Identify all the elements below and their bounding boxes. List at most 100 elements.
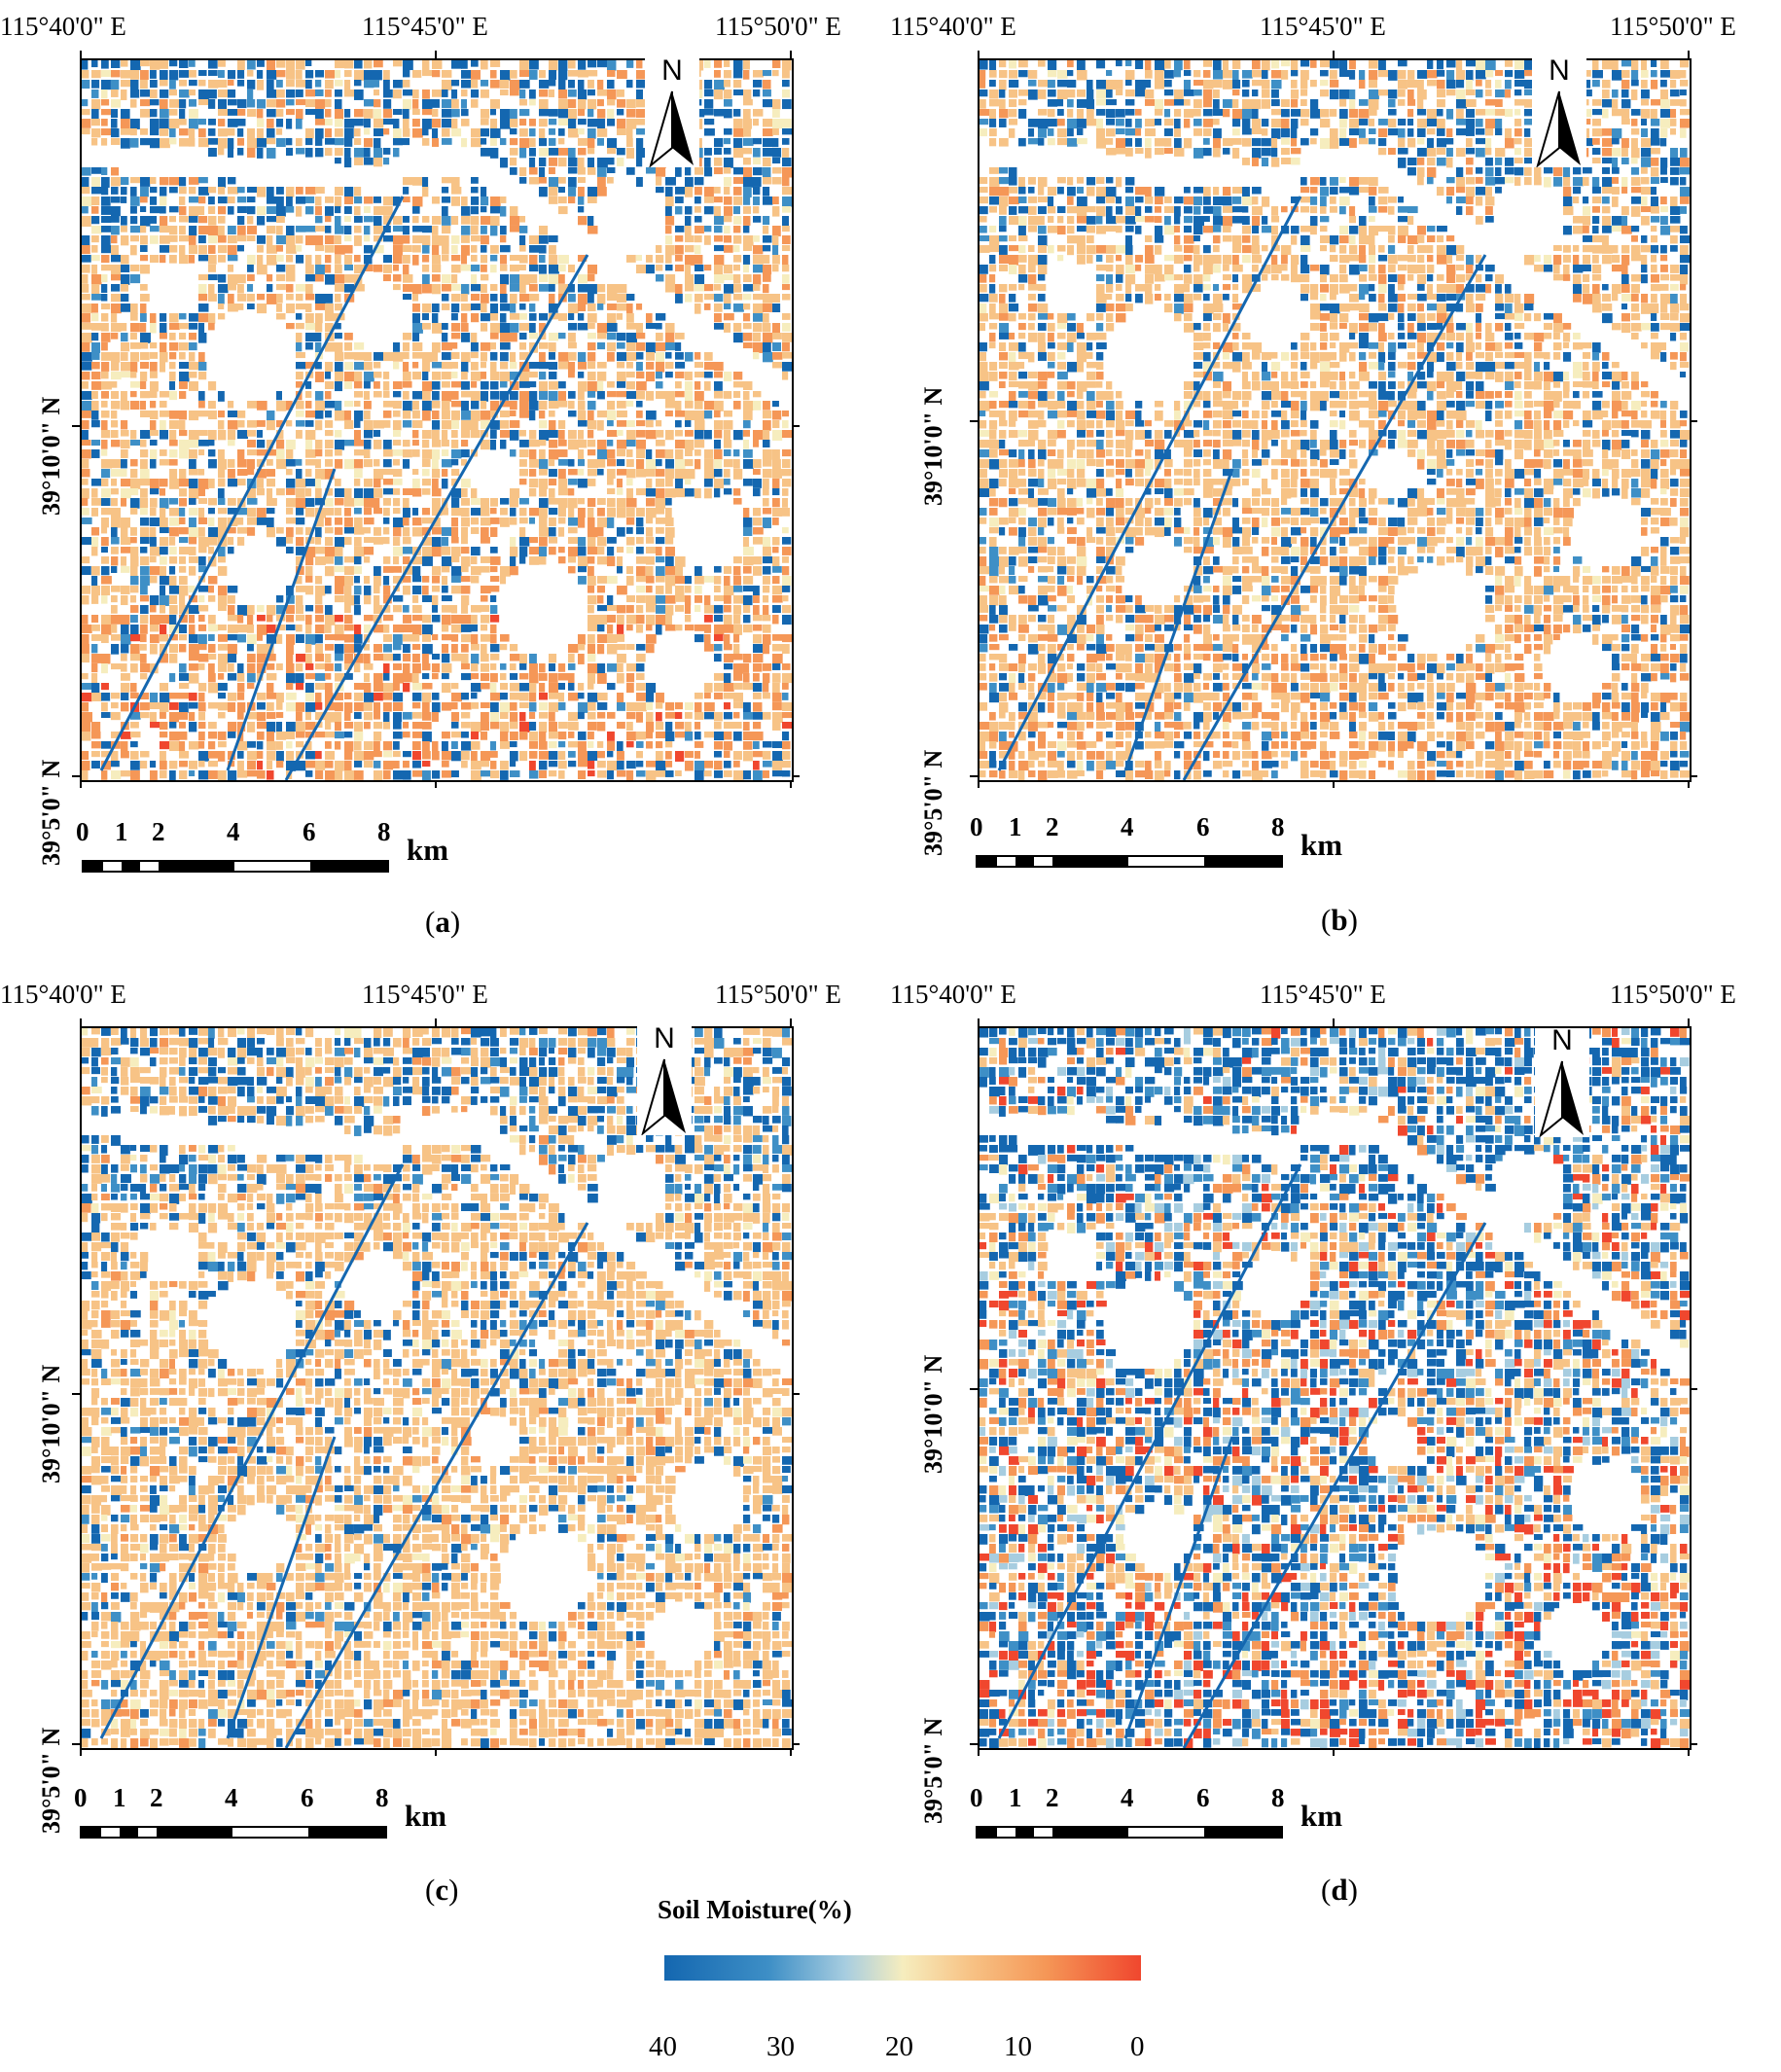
raster-cell (782, 712, 792, 719)
raster-cell (315, 479, 322, 489)
raster-cell (325, 469, 335, 480)
raster-cell (568, 751, 576, 758)
raster-cell (451, 342, 458, 349)
raster-cell (558, 128, 565, 136)
raster-cell (91, 167, 102, 174)
raster-cell (588, 196, 597, 203)
raster-cell (412, 469, 419, 476)
raster-cell (344, 265, 354, 271)
raster-cell (481, 722, 489, 732)
raster-cell (782, 411, 790, 417)
raster-cell (403, 498, 410, 509)
raster-cell (91, 80, 100, 89)
raster-cell (1514, 148, 1521, 156)
raster-cell (665, 751, 672, 760)
raster-cell (1232, 60, 1241, 69)
raster-cell (140, 663, 151, 673)
raster-cell (442, 654, 450, 663)
raster-cell (646, 693, 655, 702)
raster-cell (296, 333, 303, 342)
raster-cell (228, 654, 237, 663)
raster-cell (325, 245, 335, 253)
raster-cell (198, 527, 205, 537)
raster-cell (198, 177, 208, 184)
raster-cell (724, 274, 734, 281)
north-arrow: N (645, 54, 699, 168)
raster-cell (539, 372, 547, 380)
raster-cell (471, 770, 481, 780)
raster-cell (617, 430, 623, 437)
raster-cell (743, 265, 750, 273)
raster-cell (121, 70, 131, 79)
raster-cell (140, 527, 150, 538)
raster-cell (597, 547, 605, 555)
raster-cell (422, 187, 429, 197)
raster-cell (140, 508, 148, 516)
raster-cell (237, 109, 246, 116)
raster-cell (636, 615, 645, 625)
raster-cell (588, 673, 596, 684)
raster-cell (91, 625, 100, 631)
raster-cell (675, 770, 682, 777)
raster-cell (198, 440, 209, 447)
raster-cell (510, 430, 519, 441)
raster-cell (1213, 99, 1220, 109)
raster-cell (772, 138, 779, 148)
raster-cell (490, 722, 500, 730)
raster-cell (568, 566, 576, 574)
raster-cell (344, 362, 354, 371)
raster-cell (237, 284, 244, 294)
raster-cell (91, 60, 98, 68)
raster-cell (160, 693, 170, 703)
raster-cell (403, 391, 410, 400)
raster-cell (208, 479, 215, 488)
raster-cell (1524, 158, 1535, 164)
raster-cell (383, 498, 391, 506)
raster-cell (529, 148, 536, 157)
raster-cell (1388, 89, 1398, 99)
raster-cell (549, 294, 555, 304)
raster-cell (267, 60, 276, 71)
raster-cell (1339, 60, 1348, 71)
raster-cell (1476, 70, 1486, 80)
raster-cell (685, 206, 693, 215)
raster-cell (228, 284, 237, 291)
raster-cell (383, 615, 394, 622)
raster-cell (588, 401, 596, 411)
raster-cell (374, 712, 380, 720)
raster-cell (1077, 89, 1086, 97)
raster-cell (374, 654, 384, 661)
raster-cell (1456, 167, 1464, 178)
raster-cell (111, 187, 119, 195)
raster-cell (1544, 177, 1551, 188)
raster-cell (179, 362, 190, 370)
raster-cell (432, 411, 440, 420)
raster-cell (646, 498, 656, 507)
raster-cell (451, 498, 460, 508)
raster-cell (344, 488, 352, 499)
raster-cell (519, 323, 530, 331)
raster-cell (383, 352, 394, 362)
raster-cell (218, 595, 228, 606)
raster-cell (1300, 60, 1310, 67)
raster-cell (1359, 109, 1370, 119)
raster-cell (150, 459, 157, 469)
raster-cell (257, 732, 265, 740)
raster-cell (335, 498, 344, 506)
raster-cell (198, 323, 205, 334)
raster-cell (267, 625, 276, 633)
raster-cell (198, 741, 205, 749)
raster-cell (354, 683, 365, 691)
raster-cell (1213, 80, 1223, 89)
raster-cell (1612, 148, 1621, 157)
raster-cell (714, 245, 725, 252)
raster-cell (763, 605, 769, 616)
raster-cell (1670, 148, 1679, 159)
raster-cell (296, 352, 305, 359)
raster-cell (1320, 177, 1327, 186)
raster-cell (325, 109, 332, 118)
raster-cell (763, 547, 771, 556)
raster-cell (325, 663, 334, 671)
raster-cell (208, 527, 219, 538)
raster-cell (1262, 138, 1271, 147)
